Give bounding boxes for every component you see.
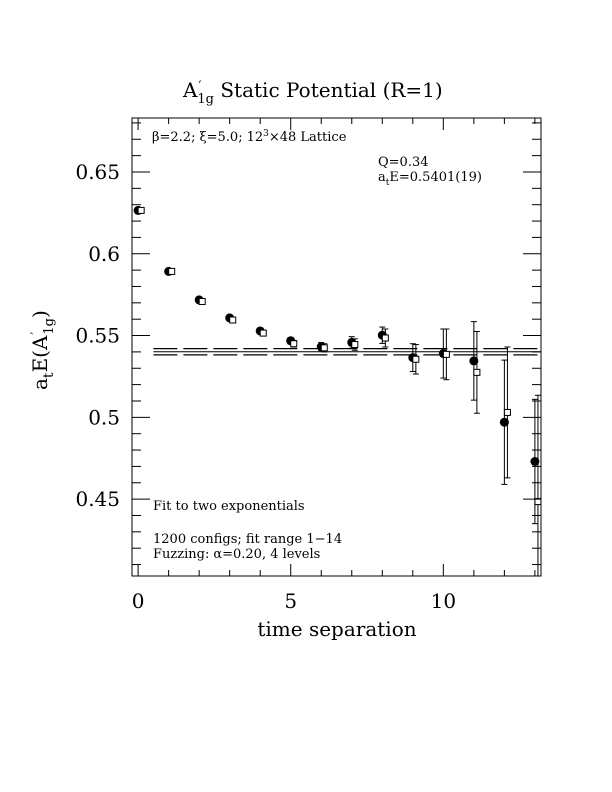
fit-energy-annotation: atE=0.5401(19): [378, 170, 482, 188]
data-point-square: [229, 316, 237, 324]
x-tick-label: 5: [284, 589, 297, 613]
x-tick-label: 0: [132, 589, 145, 613]
y-tick-label: 0.55: [75, 324, 120, 348]
fuzzing-annotation: Fuzzing: α=0.20, 4 levels: [153, 547, 320, 562]
plot-frame: [131, 117, 542, 577]
data-point-square: [168, 267, 176, 275]
axis-ticks: [132, 118, 541, 576]
data-point-square: [137, 206, 145, 214]
y-tick-label: 0.6: [88, 242, 120, 266]
error-bars: [135, 208, 541, 577]
data-point-square: [351, 341, 359, 349]
y-axis-label: atE(A′1g): [28, 310, 57, 390]
configs-annotation: 1200 configs; fit range 1−14: [153, 532, 342, 547]
data-point-circle: [499, 417, 509, 427]
fit-band: [153, 348, 541, 356]
data-point-square: [320, 344, 328, 352]
data-point-square: [442, 350, 450, 358]
fit-q-annotation: Q=0.34: [378, 155, 429, 170]
tick-labels: 0 5 10 0.45 0.5 0.55 0.6 0.65: [75, 160, 456, 613]
data-point-circle: [530, 457, 540, 466]
lattice-annotation: β=2.2; ξ=5.0; 123×48 Lattice: [152, 129, 347, 145]
data-point-square: [259, 329, 267, 337]
title-main: A: [182, 78, 198, 102]
data-point-circle: [469, 356, 479, 366]
title-sub: 1g: [197, 92, 214, 107]
fit-type-annotation: Fit to two exponentials: [153, 499, 305, 514]
x-tick-label: 10: [431, 589, 456, 613]
y-tick-label: 0.65: [75, 160, 120, 184]
data-point-square: [198, 298, 206, 306]
data-point-square: [473, 368, 481, 376]
x-axis-label: time separation: [257, 617, 416, 641]
y-tick-label: 0.45: [75, 487, 120, 511]
y-tick-label: 0.5: [88, 405, 120, 429]
data-point-square: [290, 340, 298, 348]
chart-title: A′ 1g Static Potential (R=1): [182, 78, 443, 107]
data-point-square: [381, 334, 389, 342]
data-point-square: [412, 355, 420, 363]
data-point-square: [503, 408, 511, 416]
title-rest: Static Potential (R=1): [214, 78, 443, 102]
data-markers: [133, 205, 542, 506]
